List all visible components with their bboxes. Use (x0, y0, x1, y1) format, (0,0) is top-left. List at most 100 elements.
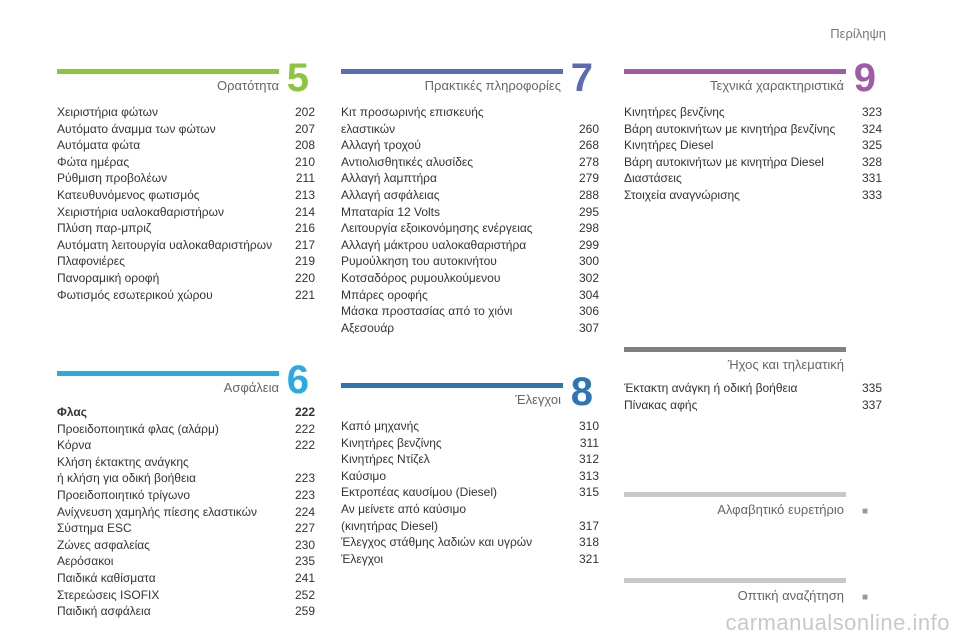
toc-entry[interactable]: Πλαφονιέρες 219 (57, 253, 315, 270)
toc-entry-label: Κόρνα (57, 438, 92, 453)
toc-entry[interactable]: Κιτ προσωρινής επισκευής ελαστικών 260 (341, 104, 599, 137)
toc-entry[interactable]: Ρύθμιση προβολέων 211 (57, 170, 315, 187)
toc-entry[interactable]: Φώτα ημέρας 210 (57, 154, 315, 171)
toc-entry-label: Εκτροπέας καυσίμου (Diesel) (341, 485, 498, 500)
toc-entry[interactable]: Αυτόματο άναμμα των φώτων 207 (57, 121, 315, 138)
toc-entry[interactable]: Μάσκα προστασίας από το χιόνι 306 (341, 303, 599, 320)
toc-entry[interactable]: Αξεσουάρ 307 (341, 320, 599, 337)
toc-entry[interactable]: Αν μείνετε από καύσιμο (κινητήρας Diesel… (341, 501, 599, 534)
toc-entry-label: Πλύση παρ-μπριζ (57, 221, 152, 236)
toc-entry[interactable]: Έκτακτη ανάγκη ή οδική βοήθεια 335 (624, 380, 882, 397)
section-number: 7 (570, 56, 593, 100)
section-color-bar (341, 383, 563, 388)
toc-entry[interactable]: Κινητήρες βενζίνης 311 (341, 435, 599, 452)
toc-entry-label: Καπό μηχανής (341, 419, 420, 433)
toc-entry-label: Ρύθμιση προβολέων (57, 171, 168, 186)
toc-entry-label: Αυτόματη λειτουργία υαλοκαθαριστήρων (57, 237, 273, 252)
toc-entry[interactable]: Σύστημα ESC 227 (57, 520, 315, 537)
toc-entry[interactable]: Αλλαγή μάκτρου υαλοκαθαριστήρα 299 (341, 237, 599, 254)
entry-list: Έκτακτη ανάγκη ή οδική βοήθεια 335 Πίνακας… (624, 380, 882, 413)
toc-entry[interactable]: Στοιχεία αναγνώρισης 333 (624, 187, 882, 204)
toc-entry[interactable]: Αλλαγή τροχού 268 (341, 137, 599, 154)
toc-entry-page-number: 259 (294, 604, 315, 619)
toc-entry[interactable]: Έλεγχος στάθμης λαδιών και υγρών 318 (341, 534, 599, 551)
toc-entry-page-number: 324 (861, 121, 882, 136)
toc-entry[interactable]: Αλλαγή ασφάλειας 288 (341, 187, 599, 204)
toc-entry[interactable]: Πανοραμική οροφή 220 (57, 270, 315, 287)
toc-entry[interactable]: Πίνακας αφής 337 (624, 397, 882, 414)
toc-entry[interactable]: Καπό μηχανής 310 (341, 418, 599, 435)
toc-entry[interactable]: Αντιολισθητικές αλυσίδες 278 (341, 154, 599, 171)
toc-entry-page-number: 306 (578, 304, 599, 319)
square-marker-icon: ■ (861, 506, 868, 517)
toc-entry[interactable]: Ρυμούλκηση του αυτοκινήτου 300 (341, 253, 599, 270)
toc-entry[interactable]: Χειριστήρια υαλοκαθαριστήρων 214 (57, 204, 315, 221)
toc-entry[interactable]: Διαστάσεις 331 (624, 170, 882, 187)
section-title[interactable]: Οπτική αναζήτηση (737, 588, 844, 603)
toc-entry[interactable]: Κλήση έκτακτης ανάγκης ή κλήση για οδική… (57, 454, 315, 487)
toc-entry-page-number: 219 (294, 254, 315, 269)
toc-entry-label: Αντιολισθητικές αλυσίδες (341, 154, 474, 169)
toc-entry[interactable]: Βάρη αυτοκινήτων με κινητήρα βενζίνης 324 (624, 121, 882, 138)
toc-entry-label: Χειριστήρια υαλοκαθαριστήρων (57, 204, 224, 219)
toc-entry[interactable]: Χειριστήρια φώτων 202 (57, 104, 315, 121)
toc-entry[interactable]: Προειδοποιητικό τρίγωνο 223 (57, 487, 315, 504)
toc-entry-page-number: 302 (578, 270, 599, 285)
toc-entry-label: Αν μείνετε από καύσιμο (κινητήρας Diesel… (341, 501, 467, 533)
toc-entry[interactable]: Κινητήρες βενζίνης 323 (624, 104, 882, 121)
toc-entry[interactable]: Στερεώσεις ISOFIX 252 (57, 587, 315, 604)
toc-entry[interactable]: Ζώνες ασφαλείας 230 (57, 537, 315, 554)
section-title: Ορατότητα (216, 78, 279, 93)
toc-entry[interactable]: Κινητήρες Diesel 325 (624, 137, 882, 154)
toc-entry-label: Κιτ προσωρινής επισκευής ελαστικών (341, 105, 484, 136)
toc-entry[interactable]: Κόρνα 222 (57, 437, 315, 454)
entry-list: Χειριστήρια φώτων 202 Αυτόματο άναμμα των … (57, 104, 315, 303)
toc-entry-page-number: 202 (294, 105, 315, 119)
toc-entry-page-number: 328 (861, 154, 882, 169)
toc-entry[interactable]: Πλύση παρ-μπριζ 216 (57, 220, 315, 237)
toc-entry[interactable]: Λειτουργία εξοικονόμησης ενέργειας 298 (341, 220, 599, 237)
toc-entry-page-number: 331 (861, 171, 882, 186)
toc-entry[interactable]: Έλεγχοι 321 (341, 551, 599, 568)
section-title[interactable]: Αλφαβητικό ευρετήριο (717, 502, 844, 517)
section-checks: Έλεγχοι 8 Καπό μηχανής 310 Κινητήρες βενζί… (341, 372, 599, 566)
toc-entry[interactable]: Κατευθυνόμενος φωτισμός 213 (57, 187, 315, 204)
toc-entry[interactable]: Εκτροπέας καυσίμου (Diesel) 315 (341, 484, 599, 501)
toc-entry-page-number: 311 (579, 435, 599, 450)
toc-entry[interactable]: Φωτισμός εσωτερικού χώρου 221 (57, 287, 315, 304)
toc-entry-label: Κινητήρες Diesel (624, 138, 714, 153)
toc-entry[interactable]: Βάρη αυτοκινήτων με κινητήρα Diesel 328 (624, 154, 882, 171)
toc-entry-page-number: 221 (294, 287, 315, 302)
toc-entry-label: Καύσιμο (341, 468, 387, 483)
toc-entry[interactable]: Μπάρες οροφής 304 (341, 287, 599, 304)
toc-entry-page-number: 222 (294, 421, 315, 436)
toc-entry[interactable]: Κινητήρες Ντίζελ 312 (341, 451, 599, 468)
toc-entry[interactable]: Παιδική ασφάλεια 259 (57, 603, 315, 620)
toc-entry-page-number: 310 (578, 419, 599, 433)
section-number: 6 (286, 358, 309, 402)
toc-entry-label: Πίνακας αφής (624, 397, 698, 412)
toc-entry[interactable]: Προειδοποιητικά φλας (αλάρμ) 222 (57, 421, 315, 438)
toc-entry-label: Φώτα ημέρας (57, 154, 130, 169)
toc-entry[interactable]: Φλας 222 (57, 404, 315, 421)
toc-entry[interactable]: Μπαταρία 12 Volts 295 (341, 204, 599, 221)
toc-entry[interactable]: Ανίχνευση χαμηλής πίεσης ελαστικών 224 (57, 504, 315, 521)
toc-entry-page-number: 223 (294, 487, 315, 502)
toc-entry-page-number: 295 (578, 204, 599, 219)
toc-entry-page-number: 252 (294, 587, 315, 602)
toc-entry-page-number: 300 (578, 254, 599, 269)
toc-entry-page-number: 220 (294, 270, 315, 285)
toc-entry[interactable]: Αυτόματη λειτουργία υαλοκαθαριστήρων 217 (57, 237, 315, 254)
toc-entry-page-number: 318 (578, 535, 599, 550)
toc-entry-label: Στοιχεία αναγνώρισης (624, 187, 740, 202)
entry-list: Κινητήρες βενζίνης 323 Βάρη αυτοκινήτων με… (624, 104, 882, 204)
toc-entry[interactable]: Καύσιμο 313 (341, 468, 599, 485)
toc-entry[interactable]: Αλλαγή λαμπτήρα 279 (341, 170, 599, 187)
toc-entry[interactable]: Αυτόματα φώτα 208 (57, 137, 315, 154)
toc-entry[interactable]: Παιδικά καθίσματα 241 (57, 570, 315, 587)
toc-entry[interactable]: Αερόσακοι 235 (57, 553, 315, 570)
toc-entry-page-number: 214 (294, 204, 315, 219)
section-color-bar (624, 69, 846, 74)
toc-entry-page-number: 207 (294, 121, 315, 136)
toc-entry[interactable]: Κοτσαδόρος ρυμουλκούμενου 302 (341, 270, 599, 287)
